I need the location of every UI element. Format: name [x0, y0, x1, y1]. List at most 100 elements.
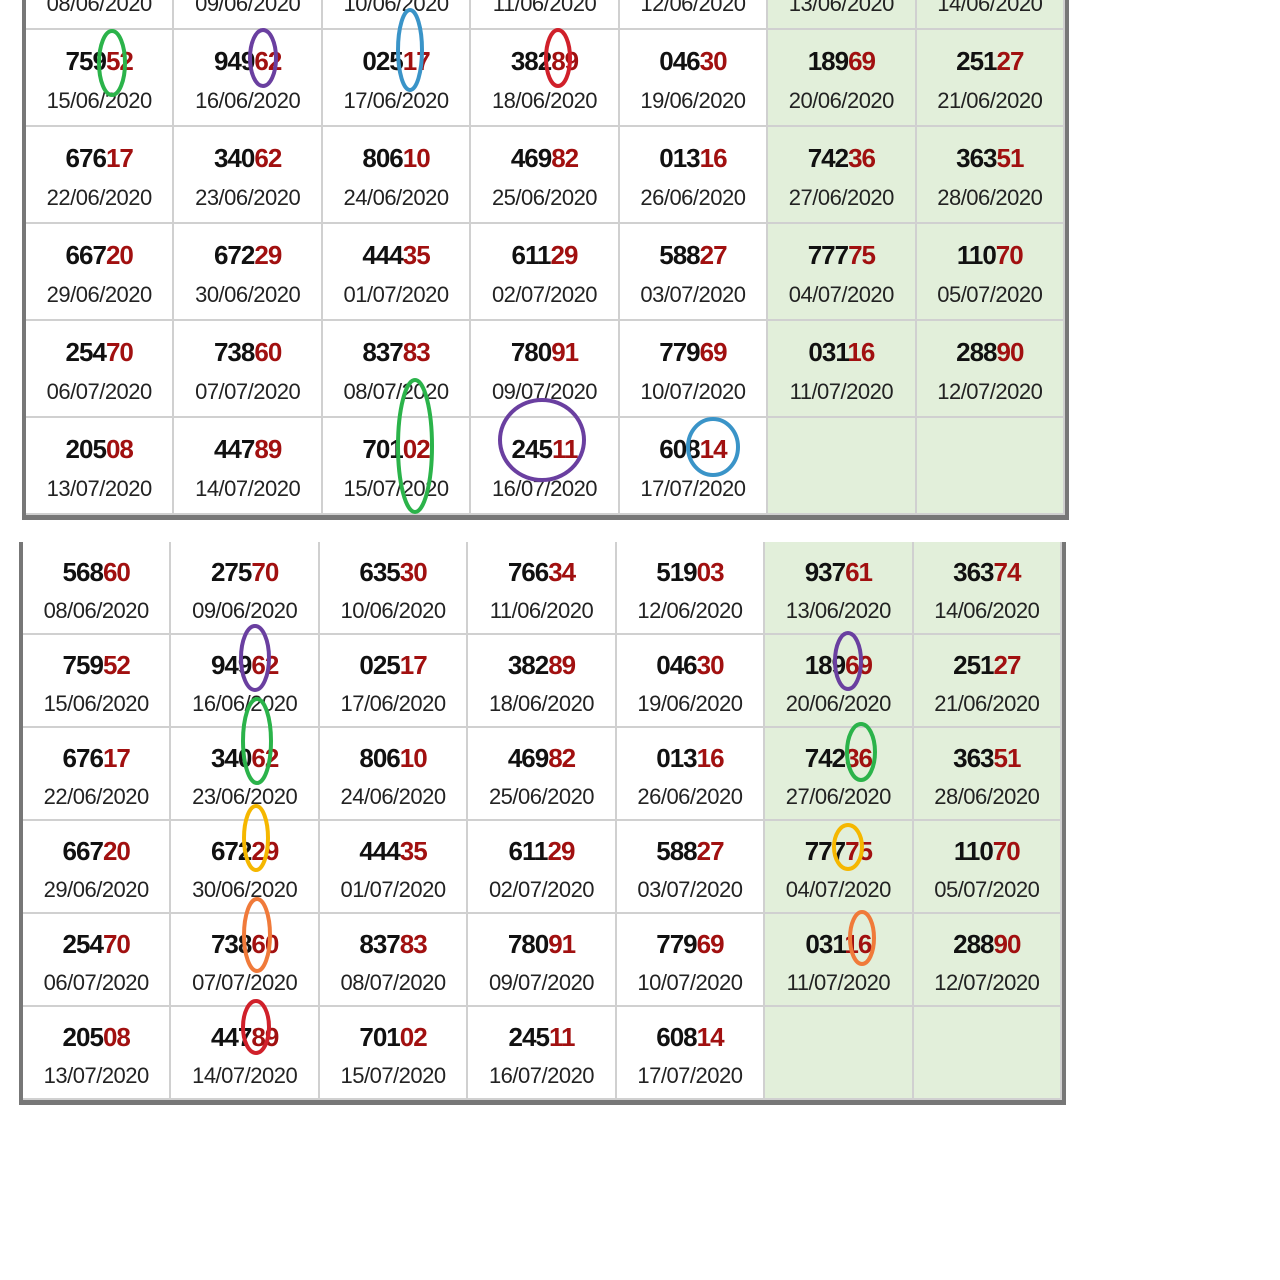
- number: 25470: [26, 337, 172, 368]
- cell: 76634 11/06/2020: [468, 542, 617, 635]
- number-tail: 60: [102, 556, 131, 587]
- bottom-table-view: 56860 08/06/2020 27570 09/06/2020 63530 10/06…: [19, 542, 1066, 1107]
- date: 07/07/2020: [195, 379, 301, 405]
- number-tail: 20: [102, 835, 131, 866]
- cell: 25127 21/06/2020: [913, 635, 1062, 728]
- number: 76634: [468, 557, 614, 588]
- number-tail: 16: [847, 336, 875, 367]
- number-tail: 27: [993, 649, 1022, 680]
- cell: 18969 20/06/2020: [765, 635, 914, 728]
- number-tail: 27: [996, 45, 1025, 76]
- cell: 02517 17/06/2020: [319, 635, 469, 728]
- number: 74236: [765, 743, 911, 774]
- number-head: 519: [656, 556, 697, 587]
- date: 08/06/2020: [43, 597, 150, 623]
- date: 26/06/2020: [640, 185, 746, 211]
- number-head: 025: [359, 649, 400, 680]
- cell: 61129 02/07/2020: [468, 821, 617, 914]
- date: 12/06/2020: [640, 0, 746, 17]
- date: 26/06/2020: [637, 783, 743, 809]
- cell: 03116 11/07/2020: [768, 321, 917, 418]
- number-head: 205: [62, 1021, 104, 1052]
- cell: 67229 30/06/2020: [174, 224, 323, 321]
- date: 01/07/2020: [340, 876, 447, 902]
- cell: 60814 17/07/2020: [619, 418, 769, 515]
- circle: [396, 378, 434, 514]
- cell: 20508 13/07/2020: [23, 1007, 172, 1100]
- circle: [498, 398, 586, 482]
- number-head: 275: [210, 556, 252, 587]
- date: 10/06/2020: [343, 0, 450, 17]
- number: 77969: [620, 337, 766, 368]
- number-tail: 89: [551, 45, 579, 76]
- number: 70102: [323, 434, 469, 465]
- number: 73860: [174, 337, 320, 368]
- date: 11/06/2020: [492, 0, 597, 17]
- date: 25/06/2020: [491, 185, 598, 211]
- cell: 63530 10/06/2020: [319, 542, 469, 635]
- number-tail: 17: [105, 142, 134, 173]
- number: 04630: [620, 46, 766, 77]
- date: 21/06/2020: [934, 690, 1040, 716]
- date: 19/06/2020: [640, 88, 746, 114]
- cell: 74236 27/06/2020: [765, 728, 914, 821]
- cell: 46982 25/06/2020: [468, 728, 617, 821]
- number-head: 667: [62, 835, 104, 866]
- number-head: 110: [956, 239, 997, 270]
- number: 46982: [468, 743, 614, 774]
- date: 21/06/2020: [937, 88, 1043, 114]
- number-head: 667: [65, 239, 107, 270]
- date: 14/07/2020: [195, 476, 301, 502]
- number-head: 189: [807, 45, 849, 76]
- number: 36351: [917, 143, 1063, 174]
- number-tail: 82: [551, 142, 579, 173]
- number-head: 013: [656, 742, 697, 773]
- number: 63530: [320, 557, 466, 588]
- number: 24511: [468, 1022, 614, 1053]
- number-head: 759: [62, 649, 104, 680]
- number: 77775: [768, 240, 914, 271]
- number: 25127: [914, 650, 1060, 681]
- number: 56860: [23, 557, 169, 588]
- date: 14/06/2020: [934, 597, 1040, 623]
- number-tail: 74: [993, 556, 1022, 587]
- date: 13/06/2020: [788, 0, 895, 17]
- cell: 14/06/2020: [916, 0, 1065, 30]
- number: 04630: [617, 650, 763, 681]
- number-head: 611: [511, 239, 552, 270]
- cell: 28890 12/07/2020: [916, 321, 1065, 418]
- number-tail: 51: [993, 742, 1022, 773]
- number-tail: 62: [251, 742, 279, 773]
- number: 80610: [320, 743, 466, 774]
- date: 27/06/2020: [788, 185, 895, 211]
- number-tail: 29: [547, 835, 576, 866]
- cell: 94962 16/06/2020: [174, 30, 323, 127]
- number: 83783: [320, 929, 466, 960]
- number: 44789: [174, 434, 320, 465]
- cell: 75952 15/06/2020: [23, 635, 172, 728]
- number-tail: 60: [251, 928, 279, 959]
- number-tail: 36: [848, 142, 876, 173]
- date: 28/06/2020: [937, 185, 1043, 211]
- number-tail: 30: [399, 556, 428, 587]
- cell: 77969 10/07/2020: [619, 321, 769, 418]
- number-tail: 69: [696, 928, 725, 959]
- circle: [241, 999, 271, 1055]
- number-head: 949: [210, 649, 252, 680]
- number: 18969: [768, 46, 914, 77]
- date: 12/07/2020: [937, 379, 1043, 405]
- number-head: 837: [362, 336, 403, 367]
- number: 70102: [320, 1022, 466, 1053]
- cell: 51903 12/06/2020: [616, 542, 766, 635]
- number-tail: 30: [699, 45, 728, 76]
- number-tail: 11: [548, 1021, 575, 1052]
- number-head: 780: [507, 928, 549, 959]
- number-tail: 14: [696, 1021, 725, 1052]
- number-head: 363: [956, 142, 997, 173]
- number-head: 672: [213, 239, 255, 270]
- circle: [239, 624, 271, 692]
- number-head: 251: [956, 45, 997, 76]
- number-tail: 35: [399, 835, 428, 866]
- cell: 10/06/2020: [322, 0, 472, 30]
